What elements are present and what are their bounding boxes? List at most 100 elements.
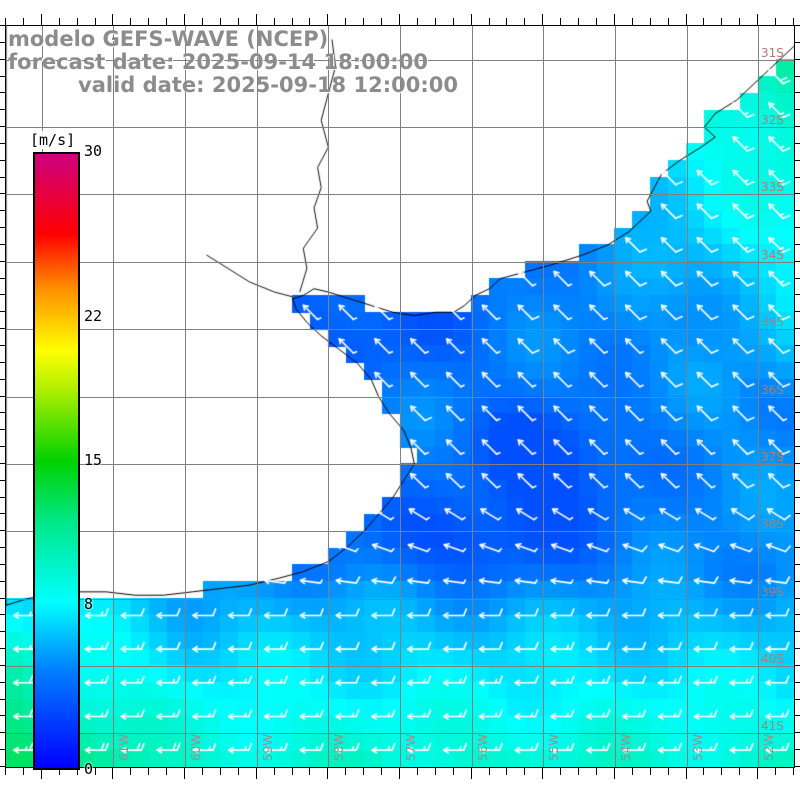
tick-top — [596, 18, 597, 25]
tick-top — [775, 18, 777, 25]
tick-left — [0, 361, 5, 363]
lat-label-31S: 31S — [761, 45, 784, 60]
tick-top — [5, 18, 6, 25]
tick-bottom — [631, 768, 633, 775]
tick-left — [0, 513, 5, 515]
lon-label-54W: 54W — [618, 733, 633, 761]
tick-top — [452, 18, 454, 25]
tick-right — [795, 277, 800, 279]
tick-right — [795, 496, 800, 498]
tick-top — [22, 18, 24, 25]
tick-left — [0, 597, 5, 599]
colorbar[interactable] — [33, 152, 80, 770]
lon-label-55W: 55W — [547, 733, 562, 761]
tick-right — [795, 260, 800, 262]
tick-bottom — [22, 768, 24, 775]
tick-left — [0, 176, 5, 178]
colorbar-units-label: [m/s] — [28, 131, 78, 149]
tick-left — [0, 749, 5, 751]
tick-right — [795, 41, 800, 43]
lon-label-59W: 59W — [260, 733, 275, 761]
tick-right — [795, 227, 800, 229]
tick-bottom — [667, 768, 669, 775]
tick-bottom — [166, 768, 168, 775]
tick-left — [0, 479, 5, 481]
tick-left — [0, 109, 5, 111]
lon-label-60W: 60W — [189, 733, 204, 761]
tick-left — [0, 260, 5, 262]
tick-bottom — [434, 768, 436, 775]
tick-left — [0, 496, 5, 498]
lat-label-39S: 39S — [761, 584, 784, 599]
tick-top — [94, 18, 96, 25]
tick-top — [184, 14, 186, 25]
tick-top — [524, 18, 526, 25]
tick-bottom — [399, 768, 400, 779]
tick-bottom — [542, 768, 544, 779]
tick-bottom — [506, 768, 508, 775]
tick-right — [795, 446, 800, 448]
tick-top — [166, 18, 168, 25]
tick-left — [0, 766, 5, 767]
tick-right — [795, 328, 800, 330]
tick-left — [0, 563, 5, 565]
tick-right — [795, 715, 800, 717]
tick-top — [291, 18, 293, 25]
lat-label-33S: 33S — [761, 180, 784, 195]
tick-top — [219, 18, 221, 25]
tick-left — [0, 41, 5, 43]
tick-right — [795, 513, 800, 515]
tick-right — [795, 429, 800, 431]
tick-left — [0, 378, 5, 380]
lon-label-58W: 58W — [332, 733, 347, 761]
tick-right — [795, 681, 800, 683]
tick-bottom — [613, 768, 615, 779]
tick-top — [237, 18, 239, 25]
tick-right — [795, 412, 800, 414]
tick-bottom — [130, 768, 132, 775]
tick-left — [0, 698, 5, 700]
tick-bottom — [596, 768, 597, 775]
tick-right — [795, 176, 800, 178]
tick-bottom — [363, 768, 365, 775]
tick-top — [255, 14, 257, 25]
tick-top — [399, 14, 400, 25]
tick-top — [721, 18, 723, 25]
tick-left — [0, 227, 5, 229]
tick-right — [795, 664, 800, 666]
lon-label-53W: 53W — [690, 733, 705, 761]
tick-right — [795, 462, 800, 464]
tick-top — [363, 18, 365, 25]
tick-top — [58, 18, 60, 25]
tick-top — [542, 14, 544, 25]
tick-right — [795, 732, 800, 734]
tick-left — [0, 412, 5, 414]
tick-bottom — [76, 768, 78, 775]
map-plot-area[interactable]: 62W61W60W59W58W57W56W55W54W53W52W31S32S3… — [5, 25, 795, 768]
tick-top — [130, 18, 132, 25]
tick-left — [0, 58, 5, 60]
tick-top — [703, 18, 705, 25]
tick-bottom — [219, 768, 221, 775]
tick-right — [795, 294, 800, 296]
tick-bottom — [202, 768, 203, 775]
colorbar-gradient — [33, 152, 80, 770]
tick-right — [795, 126, 800, 128]
tick-bottom — [703, 768, 705, 775]
tick-left — [0, 142, 5, 144]
tick-left — [0, 446, 5, 448]
tick-bottom — [470, 768, 472, 779]
tick-bottom — [416, 768, 418, 775]
tick-right — [795, 648, 800, 650]
tick-right — [795, 75, 800, 77]
tick-left — [0, 25, 5, 26]
tick-top — [148, 18, 150, 25]
tick-bottom — [40, 768, 42, 779]
tick-left — [0, 681, 5, 683]
tick-right — [795, 25, 800, 26]
tick-right — [795, 378, 800, 380]
tick-left — [0, 715, 5, 717]
tick-left — [0, 328, 5, 330]
tick-top — [649, 18, 651, 25]
tick-bottom — [721, 768, 723, 775]
